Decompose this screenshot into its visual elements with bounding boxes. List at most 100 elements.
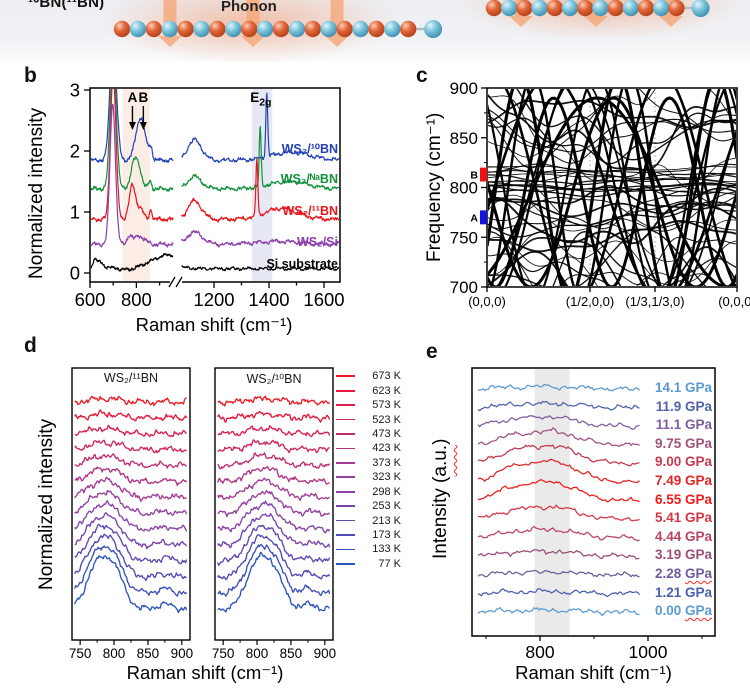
phonon-band	[497, 236, 736, 286]
svg-text:0: 0	[70, 263, 80, 284]
spectrum-curve	[91, 253, 174, 272]
panel-e-xlabel: Raman shift (cm⁻¹)	[515, 662, 672, 683]
legend-line-swatch	[336, 548, 355, 551]
pressure-value: 2.28	[654, 566, 685, 581]
legend-item: 673 K	[336, 369, 401, 383]
series-label: WS₂/¹⁰BN	[281, 142, 338, 156]
boron-atom	[193, 20, 210, 38]
svg-text:800: 800	[525, 642, 554, 662]
phonon-band	[552, 231, 736, 286]
pressure-label: 2.28 GPa	[600, 566, 712, 581]
nitrogen-atom	[177, 20, 194, 38]
spectrum-curve	[181, 265, 339, 272]
temperature-spectrum-curve	[74, 476, 187, 502]
temperature-spectrum-curve	[217, 439, 330, 454]
phonon-band	[488, 220, 736, 253]
temperature-spectrum-curve	[217, 452, 331, 470]
legend-label: 573 K	[372, 399, 401, 412]
panel-e-plot: 800 1000	[471, 367, 716, 662]
panel-d-title-11bn: WS₂/¹¹BN	[103, 371, 159, 385]
temperature-spectrum-curve	[74, 523, 188, 565]
legend-line-swatch	[336, 389, 355, 392]
pressure-unit: GPa	[684, 603, 712, 619]
panel-d-title-10bn: WS₂/¹⁰BN	[246, 372, 302, 386]
temperature-spectrum-curve	[217, 490, 331, 518]
legend-label: 323 K	[372, 471, 401, 484]
mode-marker	[480, 167, 487, 182]
temperature-spectrum-curve	[217, 425, 331, 438]
phonon-band	[488, 228, 707, 286]
pressure-unit: GPa	[684, 473, 712, 488]
legend-item: 253 K	[336, 499, 401, 513]
pressure-value: 4.44	[654, 528, 685, 544]
panel-d-letter: d	[24, 334, 37, 357]
pressure-spectrum-curve	[477, 400, 640, 412]
legend-line-swatch	[336, 563, 355, 565]
legend-label: 213 K	[372, 514, 401, 527]
pressure-value: 11.1	[655, 417, 685, 433]
spectrum-curve	[91, 89, 174, 223]
legend-label: 523 K	[372, 413, 401, 426]
phonon-band	[488, 96, 736, 286]
legend-line-swatch	[336, 418, 355, 421]
pressure-value: 11.9	[655, 398, 685, 414]
legend-line-swatch	[336, 447, 355, 450]
legend-line-swatch	[336, 461, 355, 464]
panel-c-plot: 700 750 800 850 900 (0,0,0) (1/2,0,0) (1/3,1/3,…	[450, 79, 750, 309]
temperature-spectrum-curve	[74, 555, 188, 614]
legend-label: 133 K	[372, 543, 401, 556]
pressure-label: 1.21 GPa	[600, 585, 712, 600]
nitrogen-atom	[607, 0, 624, 17]
pressure-label: 14.1 GPa	[600, 380, 712, 395]
svg-text:A: A	[128, 90, 138, 105]
pressure-unit: GPa	[684, 380, 712, 395]
boron-atom	[501, 0, 518, 17]
pressure-unit: GPa	[684, 491, 712, 507]
legend-item: 323 K	[336, 470, 401, 484]
svg-text:800: 800	[121, 289, 152, 310]
legend-item: 373 K	[336, 456, 401, 470]
temperature-spectrum-curve	[217, 543, 331, 597]
panel-b-letter: b	[24, 64, 37, 87]
legend-line-swatch	[336, 476, 355, 479]
panel-b-xlabel: Raman shift (cm⁻¹)	[135, 314, 293, 335]
legend-label: 373 K	[372, 456, 401, 469]
temperature-legend: 673 K 623 K 573 K 523 K 473 K 423 K 373 K 323 K…	[336, 369, 401, 571]
pressure-value: 7.49	[654, 473, 685, 488]
legend-line-swatch	[336, 519, 355, 522]
pressure-value: 3.19	[654, 547, 685, 563]
pressure-unit: GPa	[684, 566, 712, 581]
series-label: WS₂/¹¹BN	[282, 204, 338, 218]
svg-text:3: 3	[70, 80, 80, 101]
pressure-spectrum-curve	[477, 525, 640, 542]
nitrogen-atom	[145, 20, 162, 38]
pressure-value: 14.1	[654, 380, 685, 395]
svg-text:(1/3,1/3,0): (1/3,1/3,0)	[625, 294, 684, 309]
boron-atom	[288, 20, 306, 38]
pressure-unit: GPa	[684, 417, 712, 433]
boron-atom	[531, 0, 548, 17]
pressure-unit: GPa	[684, 398, 712, 414]
legend-line-swatch	[336, 490, 355, 493]
legend-item: 423 K	[336, 441, 401, 455]
temperature-spectrum-curve	[74, 533, 188, 582]
pressure-spectrum-curve	[477, 415, 640, 430]
phonon-band	[488, 112, 736, 165]
legend-line-swatch	[336, 534, 355, 536]
spectrum-curve	[181, 126, 339, 192]
nitrogen-atom	[400, 20, 417, 38]
highlight-band	[534, 369, 570, 635]
temperature-spectrum-curve	[74, 395, 187, 407]
nitrogen-atom	[368, 20, 385, 38]
svg-text:850: 850	[450, 129, 478, 148]
legend-item: 173 K	[336, 528, 401, 542]
pressure-label: 9.75 GPa	[600, 436, 712, 451]
spectrum-curve	[91, 89, 174, 192]
svg-text:850: 850	[137, 646, 160, 661]
nitrogen-atom	[637, 0, 655, 17]
panel-d-xlabel: Raman shift (cm⁻¹)	[126, 662, 284, 683]
svg-text:(1/2,0,0): (1/2,0,0)	[566, 294, 614, 309]
phonon-band	[504, 89, 736, 286]
temperature-spectrum-curve	[74, 409, 188, 422]
legend-item: 523 K	[336, 412, 401, 426]
